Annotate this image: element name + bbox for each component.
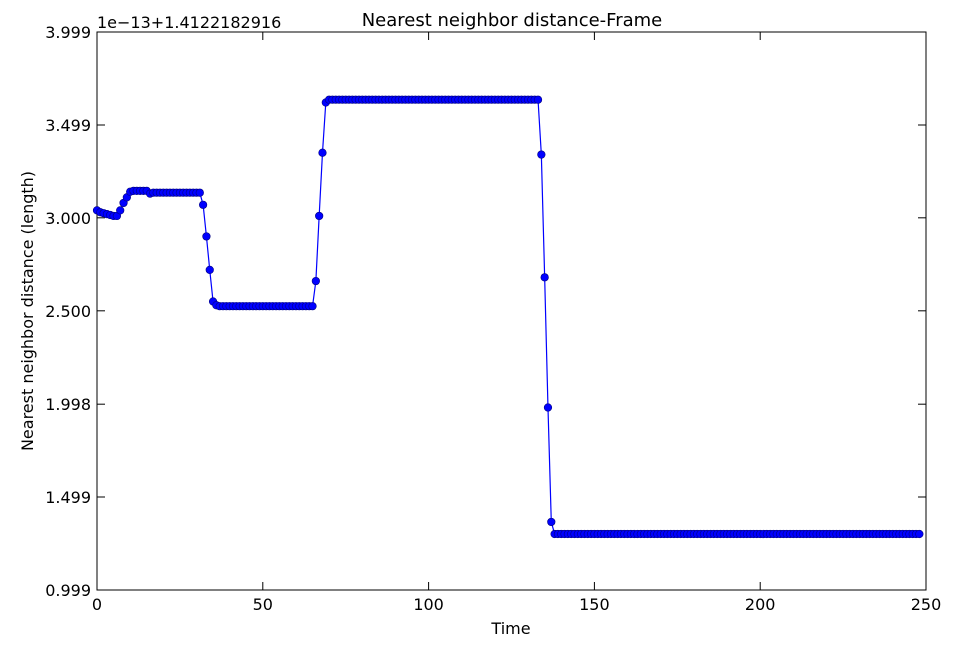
y-tick-label: 0.999 [45, 581, 91, 600]
data-point [537, 150, 546, 159]
data-point [202, 232, 211, 241]
y-tick-label: 1.998 [45, 395, 91, 414]
data-point [315, 211, 324, 221]
y-tick-label: 3.999 [45, 23, 91, 42]
data-point [543, 403, 553, 412]
x-tick-label: 200 [745, 595, 776, 614]
data-point [540, 273, 549, 282]
data-point [308, 302, 317, 311]
y-axis-label: Nearest neighbor distance (length) [18, 171, 37, 451]
y-tick-label: 3.000 [45, 209, 91, 228]
data-point [318, 148, 327, 157]
x-tick-label: 250 [911, 595, 942, 614]
x-tick-label: 100 [413, 595, 444, 614]
y-tick-label: 3.499 [45, 116, 91, 135]
offset-label: 1e−13+1.4122182916 [97, 13, 281, 32]
x-tick-label: 0 [92, 595, 102, 614]
data-point [199, 200, 208, 209]
y-tick-label: 1.499 [45, 488, 91, 507]
data-point [311, 276, 320, 286]
y-tick-label: 2.500 [45, 302, 91, 321]
data-point [205, 265, 214, 274]
x-axis-label: Time [490, 619, 530, 638]
data-point [547, 517, 556, 527]
data-point [195, 188, 204, 197]
data-point [915, 529, 924, 539]
x-tick-label: 150 [579, 595, 610, 614]
data-point [116, 206, 125, 215]
data-point [533, 95, 543, 104]
chart-title: Nearest neighbor distance-Frame [362, 10, 663, 31]
x-tick-label: 50 [253, 595, 273, 614]
